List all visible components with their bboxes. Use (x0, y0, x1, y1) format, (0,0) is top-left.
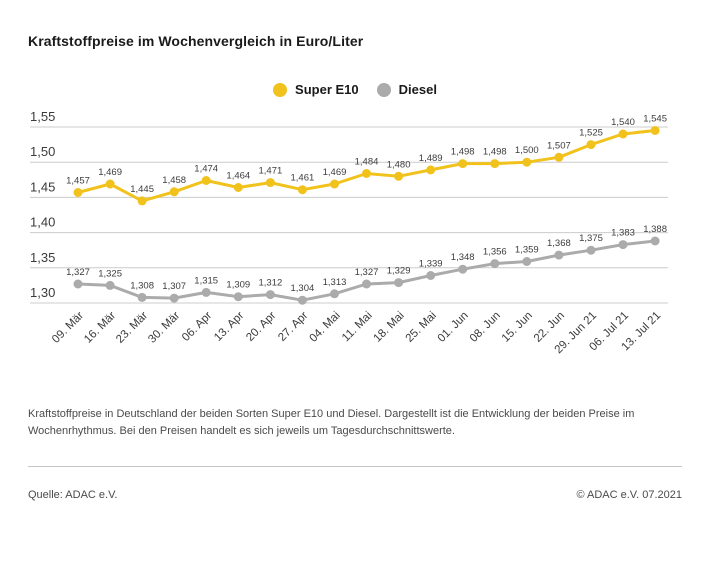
svg-text:23. Mär: 23. Mär (114, 310, 150, 346)
svg-text:1,457: 1,457 (66, 176, 90, 187)
svg-text:13. Apr: 13. Apr (212, 310, 246, 344)
svg-text:16. Mär: 16. Mär (82, 310, 118, 346)
svg-text:1,329: 1,329 (387, 266, 411, 277)
svg-text:1,359: 1,359 (515, 245, 539, 256)
svg-text:09. Mär: 09. Mär (50, 310, 86, 346)
svg-text:15. Jun: 15. Jun (500, 310, 535, 345)
svg-text:06. Apr: 06. Apr (180, 310, 214, 344)
svg-text:1,50: 1,50 (30, 144, 55, 159)
source-text: Quelle: ADAC e.V. (28, 489, 118, 501)
svg-text:1,507: 1,507 (547, 140, 571, 151)
svg-text:1,45: 1,45 (30, 179, 55, 194)
svg-text:1,309: 1,309 (226, 280, 250, 291)
svg-text:1,484: 1,484 (355, 157, 379, 168)
page-title: Kraftstoffpreise im Wochenvergleich in E… (28, 33, 364, 49)
diesel-swatch-icon (376, 82, 391, 97)
svg-text:04. Mai: 04. Mai (307, 310, 342, 345)
legend-label-diesel: Diesel (398, 82, 437, 97)
svg-text:1,348: 1,348 (451, 252, 475, 263)
svg-text:1,40: 1,40 (30, 215, 55, 230)
svg-text:1,313: 1,313 (323, 277, 347, 288)
svg-text:1,30: 1,30 (30, 285, 55, 300)
svg-text:25. Mai: 25. Mai (404, 310, 439, 345)
svg-text:1,339: 1,339 (419, 259, 443, 270)
svg-text:1,327: 1,327 (66, 267, 90, 278)
svg-text:1,315: 1,315 (194, 275, 218, 286)
svg-text:1,498: 1,498 (483, 147, 507, 158)
svg-text:1,471: 1,471 (259, 166, 283, 177)
svg-text:1,327: 1,327 (355, 267, 379, 278)
svg-text:1,368: 1,368 (547, 238, 571, 249)
svg-text:11. Mai: 11. Mai (340, 310, 375, 345)
footer: Quelle: ADAC e.V. © ADAC e.V. 07.2021 (28, 489, 682, 501)
svg-text:1,35: 1,35 (30, 250, 55, 265)
svg-text:1,388: 1,388 (643, 224, 667, 235)
svg-text:1,498: 1,498 (451, 147, 475, 158)
svg-text:18. Mai: 18. Mai (372, 310, 407, 345)
svg-text:1,307: 1,307 (162, 281, 186, 292)
svg-text:08. Jun: 08. Jun (468, 310, 503, 345)
legend-label-super-e10: Super E10 (295, 82, 359, 97)
chart-description: Kraftstoffpreise in Deutschland der beid… (28, 408, 635, 437)
footer-divider (28, 466, 682, 467)
svg-text:1,469: 1,469 (323, 167, 347, 178)
svg-text:1,304: 1,304 (291, 283, 315, 294)
svg-text:1,540: 1,540 (611, 117, 635, 128)
copyright-text: © ADAC e.V. 07.2021 (576, 489, 682, 501)
svg-text:1,545: 1,545 (643, 114, 667, 125)
svg-text:1,525: 1,525 (579, 128, 603, 139)
svg-text:1,489: 1,489 (419, 153, 443, 164)
svg-text:1,500: 1,500 (515, 145, 539, 156)
svg-text:1,480: 1,480 (387, 159, 411, 170)
legend-item-super-e10: Super E10 (273, 82, 359, 97)
svg-text:1,474: 1,474 (194, 164, 218, 175)
svg-text:20. Apr: 20. Apr (244, 310, 278, 344)
svg-text:1,375: 1,375 (579, 233, 603, 244)
svg-text:1,308: 1,308 (130, 280, 154, 291)
svg-text:1,356: 1,356 (483, 247, 507, 258)
legend: Super E10 Diesel (0, 82, 710, 97)
svg-text:27. Apr: 27. Apr (276, 310, 310, 344)
svg-text:1,325: 1,325 (98, 268, 122, 279)
svg-text:1,383: 1,383 (611, 228, 635, 239)
svg-text:1,445: 1,445 (130, 184, 154, 195)
svg-text:1,461: 1,461 (291, 173, 315, 184)
svg-text:30. Mär: 30. Mär (146, 310, 182, 346)
svg-text:1,469: 1,469 (98, 167, 122, 178)
super-e10-swatch-icon (273, 82, 288, 97)
svg-text:1,55: 1,55 (30, 109, 55, 124)
svg-text:1,312: 1,312 (259, 278, 283, 289)
legend-item-diesel: Diesel (376, 82, 437, 97)
svg-text:01. Jun: 01. Jun (436, 310, 471, 345)
svg-text:1,464: 1,464 (226, 171, 250, 182)
svg-text:1,458: 1,458 (162, 175, 186, 186)
